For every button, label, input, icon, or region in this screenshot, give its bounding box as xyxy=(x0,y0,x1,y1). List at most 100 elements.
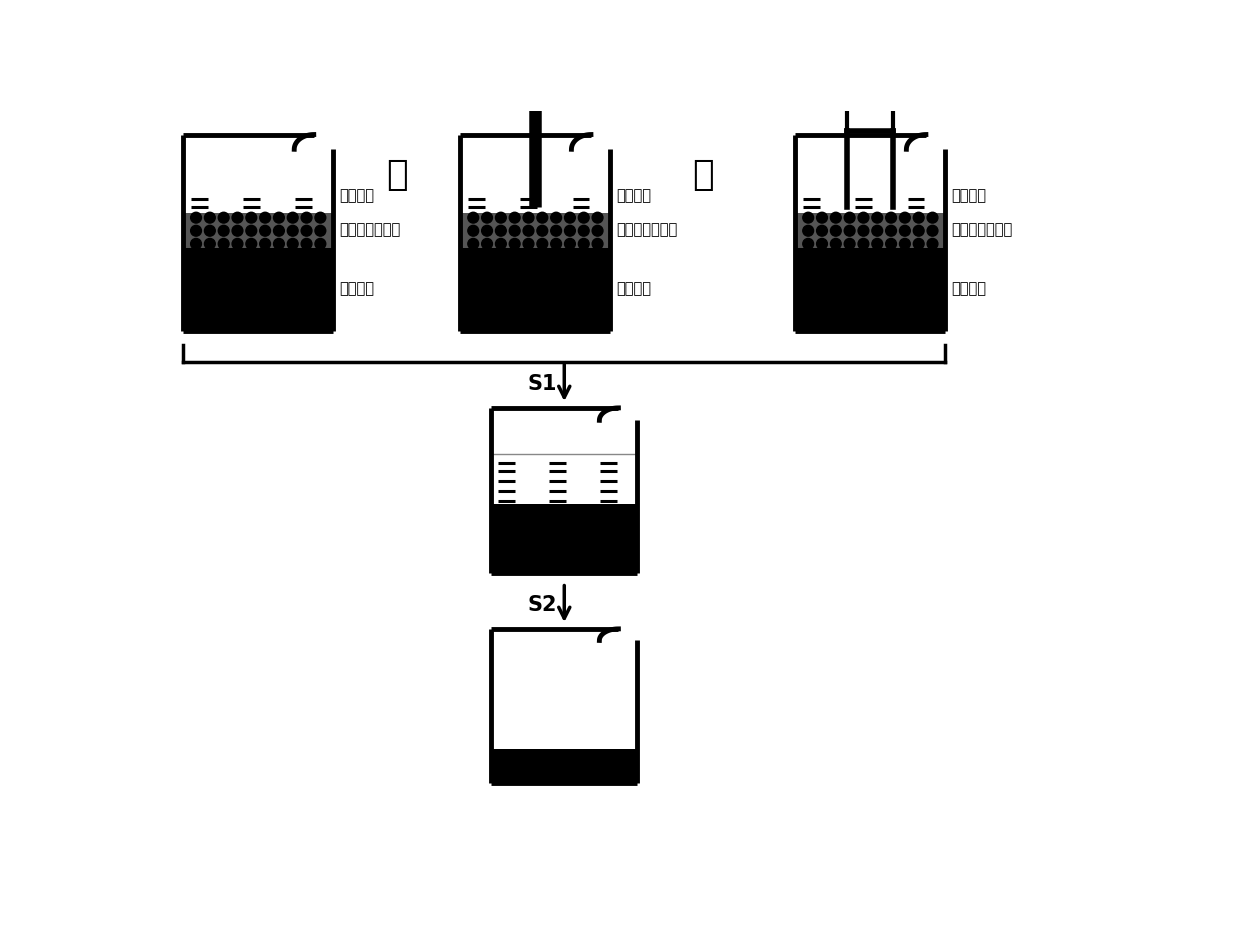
Circle shape xyxy=(802,227,813,237)
Circle shape xyxy=(510,240,520,250)
Bar xyxy=(491,408,637,455)
Circle shape xyxy=(858,227,869,237)
Circle shape xyxy=(246,213,257,224)
Circle shape xyxy=(301,227,312,237)
Circle shape xyxy=(817,213,827,224)
Circle shape xyxy=(218,227,229,237)
Circle shape xyxy=(551,227,562,237)
Circle shape xyxy=(523,227,534,237)
Circle shape xyxy=(564,227,575,237)
Circle shape xyxy=(218,240,229,250)
Circle shape xyxy=(899,213,910,224)
Circle shape xyxy=(885,213,897,224)
Circle shape xyxy=(817,240,827,250)
Circle shape xyxy=(872,213,883,224)
Circle shape xyxy=(481,240,492,250)
Circle shape xyxy=(481,213,492,224)
Bar xyxy=(795,249,945,331)
Circle shape xyxy=(288,240,298,250)
Circle shape xyxy=(914,227,924,237)
Circle shape xyxy=(802,213,813,224)
Circle shape xyxy=(218,213,229,224)
Circle shape xyxy=(205,213,216,224)
Circle shape xyxy=(467,213,479,224)
Circle shape xyxy=(191,240,201,250)
Text: 导电溶液: 导电溶液 xyxy=(945,188,987,203)
Bar xyxy=(491,505,637,574)
Circle shape xyxy=(914,213,924,224)
Circle shape xyxy=(858,240,869,250)
Circle shape xyxy=(232,227,243,237)
Circle shape xyxy=(831,240,841,250)
Bar xyxy=(460,249,610,331)
Circle shape xyxy=(831,213,841,224)
Bar xyxy=(795,136,945,213)
Circle shape xyxy=(914,240,924,250)
Circle shape xyxy=(844,213,856,224)
Text: 微米或纳米颗粒: 微米或纳米颗粒 xyxy=(610,222,678,237)
Circle shape xyxy=(510,213,520,224)
Circle shape xyxy=(578,227,589,237)
Circle shape xyxy=(802,240,813,250)
Text: 或: 或 xyxy=(692,157,714,192)
Text: 微米或纳米颗粒: 微米或纳米颗粒 xyxy=(334,222,401,237)
Circle shape xyxy=(578,240,589,250)
Circle shape xyxy=(246,227,257,237)
Circle shape xyxy=(259,240,270,250)
Circle shape xyxy=(537,240,548,250)
Circle shape xyxy=(191,227,201,237)
Text: S1: S1 xyxy=(528,373,558,393)
Circle shape xyxy=(274,240,284,250)
Circle shape xyxy=(872,227,883,237)
Circle shape xyxy=(232,213,243,224)
Circle shape xyxy=(496,240,506,250)
Circle shape xyxy=(872,240,883,250)
Circle shape xyxy=(467,227,479,237)
Circle shape xyxy=(205,227,216,237)
Circle shape xyxy=(523,213,534,224)
Circle shape xyxy=(259,227,270,237)
Bar xyxy=(460,213,610,249)
Bar xyxy=(795,213,945,249)
Circle shape xyxy=(496,227,506,237)
Circle shape xyxy=(301,213,312,224)
Circle shape xyxy=(259,213,270,224)
Circle shape xyxy=(831,227,841,237)
Circle shape xyxy=(274,213,284,224)
Circle shape xyxy=(315,213,326,224)
Circle shape xyxy=(191,213,201,224)
Circle shape xyxy=(564,240,575,250)
Circle shape xyxy=(564,213,575,224)
Text: 碱性溶液: 碱性溶液 xyxy=(610,188,652,203)
Circle shape xyxy=(496,213,506,224)
Bar xyxy=(184,213,334,249)
Text: 酸性溶液: 酸性溶液 xyxy=(334,188,374,203)
Circle shape xyxy=(858,213,869,224)
Circle shape xyxy=(274,227,284,237)
Circle shape xyxy=(593,213,603,224)
Text: 液态金属: 液态金属 xyxy=(334,281,374,296)
Text: S2: S2 xyxy=(528,594,558,614)
Circle shape xyxy=(467,240,479,250)
Text: 液态金属: 液态金属 xyxy=(610,281,652,296)
Circle shape xyxy=(593,240,603,250)
Circle shape xyxy=(246,240,257,250)
Circle shape xyxy=(315,227,326,237)
Circle shape xyxy=(899,227,910,237)
Circle shape xyxy=(928,227,937,237)
Circle shape xyxy=(844,240,856,250)
Circle shape xyxy=(537,227,548,237)
Bar xyxy=(491,749,637,783)
Circle shape xyxy=(593,227,603,237)
Bar xyxy=(460,136,610,213)
Circle shape xyxy=(232,240,243,250)
Bar xyxy=(491,629,637,749)
Circle shape xyxy=(537,213,548,224)
Circle shape xyxy=(523,240,534,250)
Circle shape xyxy=(288,227,298,237)
Text: 或: 或 xyxy=(386,157,408,192)
Circle shape xyxy=(844,227,856,237)
Circle shape xyxy=(817,227,827,237)
Circle shape xyxy=(899,240,910,250)
Circle shape xyxy=(205,240,216,250)
